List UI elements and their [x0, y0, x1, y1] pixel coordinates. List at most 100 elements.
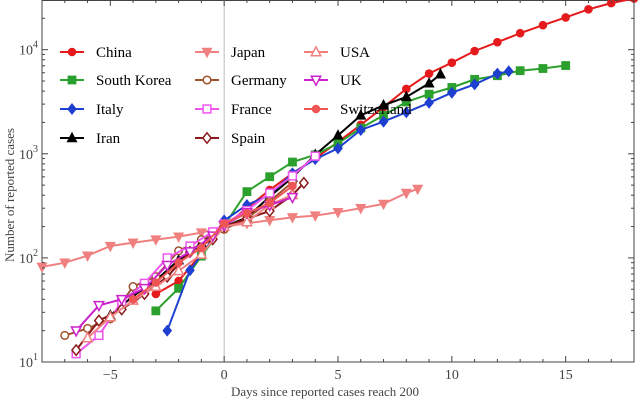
france-point	[287, 171, 298, 181]
china-point	[538, 20, 548, 30]
switzerland-point	[219, 219, 229, 228]
uk-point	[161, 260, 174, 273]
usa-point	[240, 215, 253, 227]
legend-item-france: France	[195, 102, 272, 118]
germany-point	[60, 330, 70, 340]
legend-marker	[67, 103, 77, 115]
japan-point	[400, 188, 412, 200]
japan-point	[127, 238, 139, 249]
legend-item-japan: Japan	[195, 45, 266, 61]
usa-point	[195, 247, 208, 259]
legend-item-south-korea: South Korea	[60, 73, 172, 89]
italy-point	[492, 67, 503, 80]
china-point	[151, 289, 161, 299]
legend-item-china: China	[60, 45, 132, 61]
spain-point	[298, 176, 310, 190]
japan-point	[355, 204, 367, 215]
usa-point	[81, 331, 94, 343]
legend-label: Switzerland	[340, 102, 412, 118]
china-point	[424, 69, 434, 78]
legend-marker	[201, 131, 213, 145]
iran-point	[434, 68, 446, 79]
legend-marker	[66, 131, 78, 143]
italy-line	[166, 70, 510, 332]
italy-point	[424, 96, 434, 109]
iran-point	[332, 129, 344, 140]
legend-item-usa: USA	[304, 45, 370, 61]
legend-item-germany: Germany	[195, 73, 287, 89]
france-point	[265, 188, 275, 198]
china-point	[493, 37, 502, 47]
japan-point	[286, 213, 298, 224]
legend-label: UK	[340, 73, 362, 89]
italy-point	[355, 123, 366, 136]
x-axis-label: Days since reported cases reach 200	[231, 384, 419, 399]
y-tick-label: 104	[19, 40, 38, 59]
series-italy	[162, 65, 514, 337]
legend-item-iran: Iran	[60, 131, 121, 147]
japan-point	[173, 232, 185, 243]
legend-marker	[67, 47, 77, 57]
series-france	[71, 151, 320, 359]
legend-marker	[310, 75, 322, 87]
switzerland-point	[242, 209, 252, 218]
china-point	[584, 5, 593, 14]
legend-label: Germany	[231, 73, 287, 89]
italy-point	[401, 106, 412, 119]
italy-point	[378, 115, 389, 128]
switzerland-point	[174, 258, 183, 267]
usa-point	[104, 310, 117, 322]
germany-point	[128, 282, 138, 292]
france-point	[310, 151, 320, 161]
japan-point	[82, 251, 94, 262]
legend-item-switzerland: Switzerland	[304, 102, 412, 118]
switzerland-point	[197, 243, 206, 253]
legend-marker	[67, 75, 77, 85]
legend-label: South Korea	[96, 73, 172, 89]
china-point	[561, 13, 570, 22]
usa-point	[172, 264, 185, 276]
uk-point	[70, 326, 83, 338]
japan-point	[309, 211, 321, 222]
italy-point	[469, 78, 480, 91]
japan-point	[59, 258, 71, 269]
japan-line	[41, 187, 419, 268]
legend-label: China	[96, 45, 132, 61]
legend-item-italy: Italy	[60, 102, 124, 118]
uk-point	[115, 294, 128, 307]
series-uk	[70, 192, 299, 338]
italy-point	[162, 324, 173, 337]
series-switzerland	[128, 181, 297, 304]
china-line	[155, 0, 632, 295]
switzerland-point	[265, 198, 274, 208]
spain-point	[70, 343, 82, 357]
x-tick-label: −5	[103, 368, 118, 383]
japan-point	[195, 228, 207, 239]
china-point	[515, 28, 525, 38]
italy-point	[333, 142, 343, 155]
france-point	[162, 253, 172, 263]
legend-marker	[311, 104, 321, 114]
legend-label: Iran	[96, 131, 121, 147]
series-south-korea	[151, 61, 571, 316]
usa-line	[86, 194, 293, 339]
italy-point	[503, 65, 514, 78]
china-point	[606, 0, 616, 8]
china-point	[447, 58, 457, 67]
uk-point	[286, 192, 299, 205]
uk-line	[75, 196, 293, 332]
france-line	[75, 155, 316, 355]
japan-point	[332, 207, 344, 219]
south-korea-point	[151, 306, 161, 316]
switzerland-point	[288, 181, 297, 191]
spain-point	[93, 314, 105, 327]
legend-label: France	[231, 102, 272, 118]
legend-item-uk: UK	[304, 73, 362, 89]
y-axis-label: Number of reported cases	[2, 128, 17, 262]
legend-item-spain: Spain	[195, 131, 266, 147]
series-china	[151, 0, 639, 299]
south-korea-point	[538, 64, 548, 73]
japan-point	[412, 184, 424, 196]
y-tick-label: 102	[19, 248, 38, 267]
